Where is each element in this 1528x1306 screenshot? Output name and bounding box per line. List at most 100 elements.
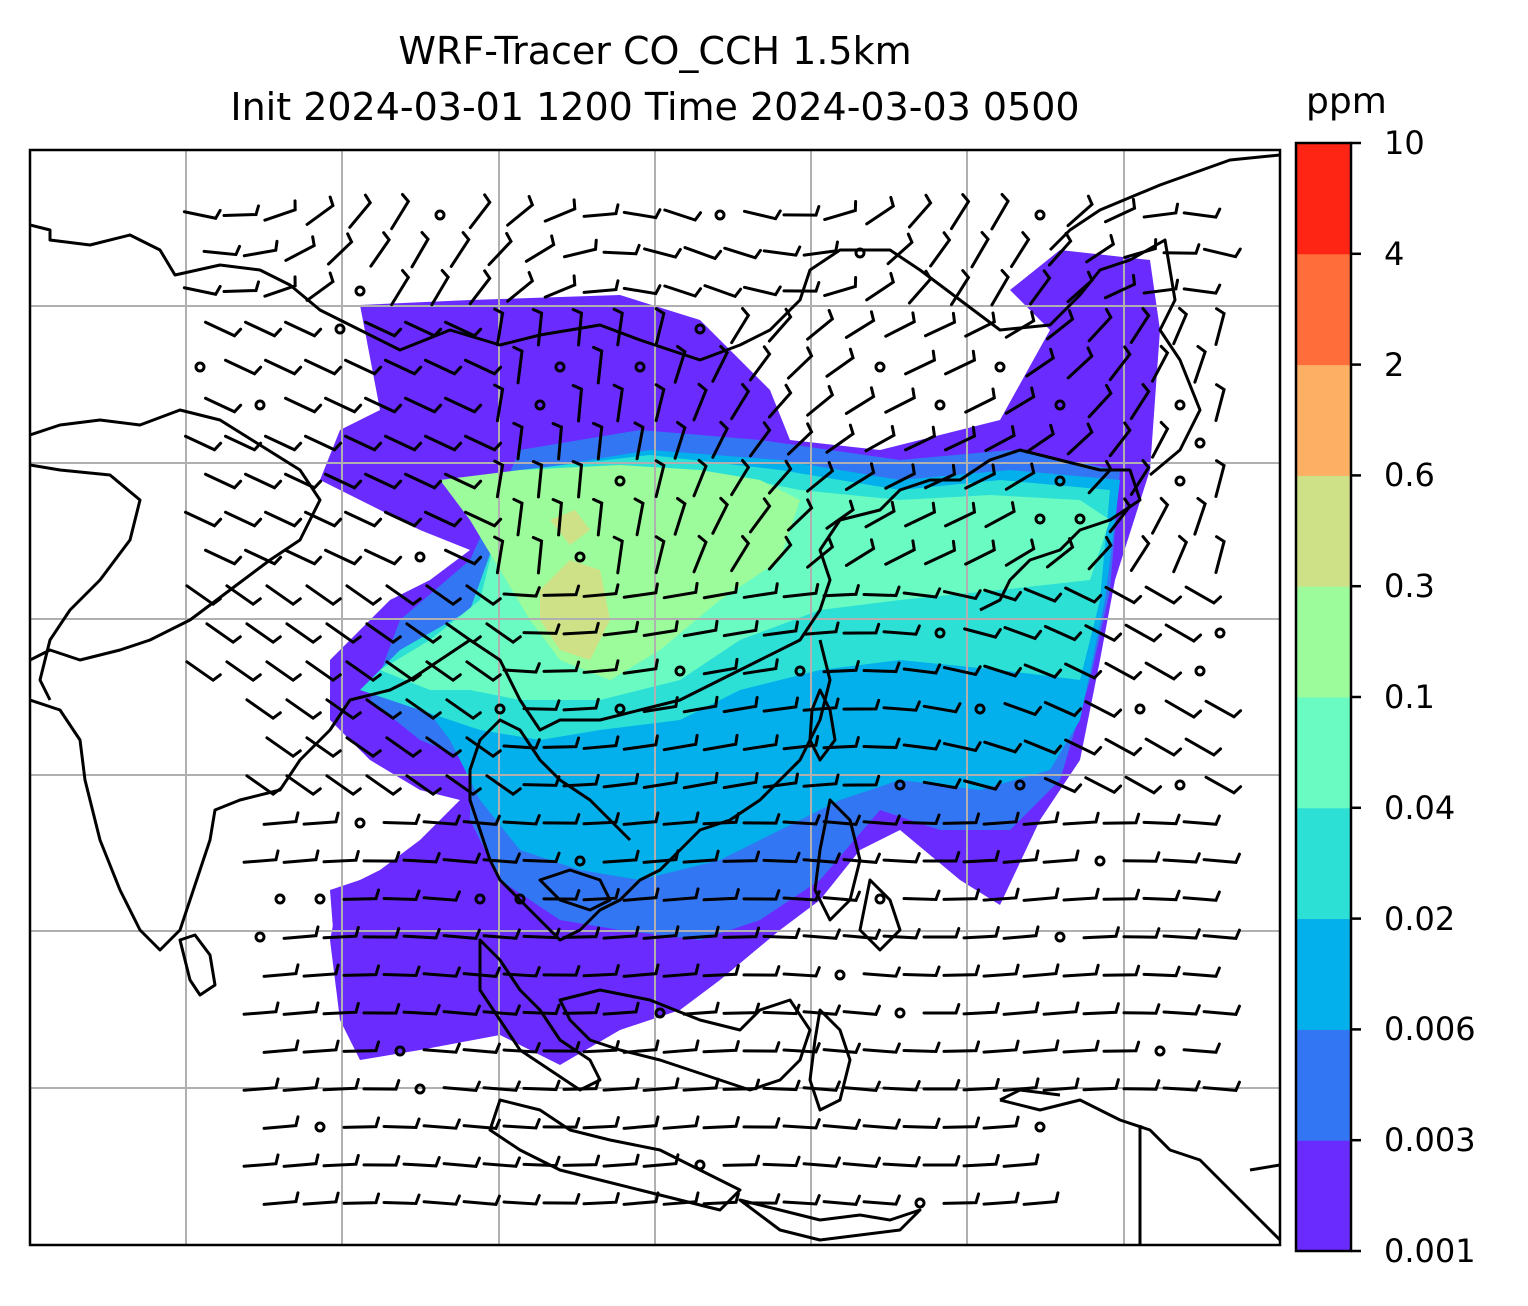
wind-barb: [1042, 1077, 1080, 1092]
wind-barb: [822, 584, 860, 598]
wind-barb: [622, 658, 659, 675]
wind-barb: [1062, 963, 1100, 978]
wind-barb: [963, 627, 1002, 639]
colorbar-tick-label: 0.006: [1384, 1010, 1476, 1049]
wind-barb: [462, 1194, 501, 1206]
calm-wind-marker: [694, 323, 706, 335]
wind-barb: [305, 195, 335, 226]
wind-barb: [842, 1080, 881, 1092]
wind-barb: [742, 582, 779, 599]
wind-barb: [673, 345, 687, 384]
wind-barb: [1214, 535, 1226, 574]
calm-wind-marker: [1194, 437, 1206, 449]
wind-barb: [345, 660, 382, 683]
wind-barb: [1087, 535, 1113, 571]
calm-wind-marker: [254, 399, 266, 411]
wind-barb: [323, 548, 363, 566]
wind-barb: [1142, 813, 1181, 826]
wind-barb: [493, 459, 505, 499]
wind-barb: [963, 779, 1002, 791]
wind-barb: [662, 811, 700, 826]
wind-barb: [542, 813, 581, 825]
wind-barb: [582, 583, 620, 598]
coastlines: [30, 153, 1280, 1245]
calm-wind-marker: [1074, 513, 1086, 525]
wind-barb: [487, 231, 513, 267]
wind-barb: [1103, 197, 1137, 224]
wind-barb: [907, 269, 933, 305]
wind-barb: [1162, 1004, 1201, 1016]
wind-barb: [1004, 538, 1036, 567]
calm-wind-marker: [354, 285, 366, 297]
colorbar-tick-label: 0.02: [1384, 899, 1456, 938]
wind-barb: [942, 812, 981, 825]
wind-barb: [922, 1003, 961, 1015]
wind-barb: [1002, 925, 1040, 940]
wind-barb: [282, 1001, 320, 1016]
wind-barb: [1029, 269, 1052, 306]
wind-barb: [182, 284, 222, 296]
calm-wind-marker: [934, 399, 946, 411]
wind-barb: [922, 851, 961, 863]
wind-barb: [345, 736, 382, 759]
wind-barb: [654, 383, 666, 423]
calm-wind-marker: [854, 247, 866, 259]
colorbar: [1294, 141, 1361, 1253]
colorbar-unit-label: ppm: [1306, 81, 1387, 122]
wind-barb: [1122, 1079, 1161, 1091]
wind-barb: [1142, 965, 1181, 978]
calm-wind-marker: [634, 361, 646, 373]
wind-barb: [562, 926, 601, 939]
wind-barb: [348, 193, 373, 229]
colorbar-tick-label: 0.04: [1384, 788, 1456, 827]
wind-barb: [223, 510, 263, 528]
wind-barb: [323, 396, 363, 414]
wind-barb: [1087, 383, 1113, 419]
wind-barb: [802, 1004, 841, 1016]
wind-barb: [1129, 459, 1151, 496]
wind-barb: [984, 501, 1016, 529]
wind-barb: [1129, 383, 1151, 420]
wind-barb: [302, 1191, 340, 1206]
wind-barb: [1202, 852, 1241, 864]
wind-barb: [445, 774, 482, 797]
wind-barb: [262, 1039, 300, 1054]
wind-barb: [942, 1192, 981, 1205]
wind-barb: [225, 660, 262, 683]
wind-barb: [962, 1153, 1000, 1168]
wind-barb: [362, 1003, 401, 1015]
wind-barb: [643, 247, 682, 259]
wind-barb: [748, 345, 772, 382]
wind-barb: [642, 1077, 680, 1092]
wind-barb: [1182, 814, 1221, 826]
wind-barb: [633, 421, 645, 461]
wind-barb: [493, 307, 505, 347]
wind-barb: [654, 459, 666, 499]
wind-barb: [582, 1116, 620, 1130]
wind-barb: [322, 1078, 360, 1092]
wind-barb: [1151, 420, 1170, 459]
wind-barb: [823, 200, 858, 222]
wind-barb: [342, 888, 381, 901]
wind-barb: [284, 235, 316, 262]
wind-barb: [183, 510, 223, 528]
wind-barb: [662, 1115, 700, 1130]
wind-barb: [305, 584, 342, 607]
wind-barb: [862, 737, 901, 750]
wind-barb: [285, 774, 322, 797]
wind-barb: [1002, 849, 1040, 864]
wind-barb: [512, 497, 524, 537]
wind-barb: [1108, 497, 1132, 534]
wind-barb: [612, 535, 624, 575]
wind-barb: [342, 1192, 381, 1205]
calm-wind-marker: [494, 703, 506, 715]
wind-barb: [322, 926, 360, 940]
wind-barb: [322, 1154, 360, 1168]
wind-barb: [1162, 928, 1201, 940]
wind-barb: [703, 284, 743, 299]
wind-barb: [682, 695, 719, 714]
wind-barb: [443, 472, 483, 490]
wind-barb: [964, 387, 996, 414]
wind-barb: [1084, 624, 1123, 643]
wind-barb: [362, 1079, 401, 1091]
